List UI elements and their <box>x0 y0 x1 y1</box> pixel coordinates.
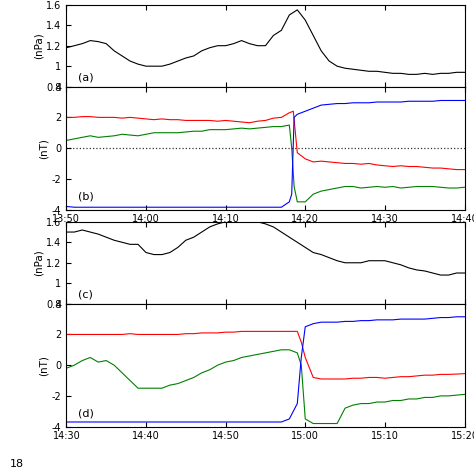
Y-axis label: (nPa): (nPa) <box>33 32 43 59</box>
Y-axis label: (nPa): (nPa) <box>33 249 43 276</box>
Y-axis label: (nT): (nT) <box>39 137 49 158</box>
Text: (a): (a) <box>78 72 94 82</box>
Text: (c): (c) <box>78 289 93 299</box>
Text: (b): (b) <box>78 191 94 202</box>
Text: 18: 18 <box>9 459 24 469</box>
Text: (d): (d) <box>78 409 94 419</box>
Y-axis label: (nT): (nT) <box>39 355 49 375</box>
